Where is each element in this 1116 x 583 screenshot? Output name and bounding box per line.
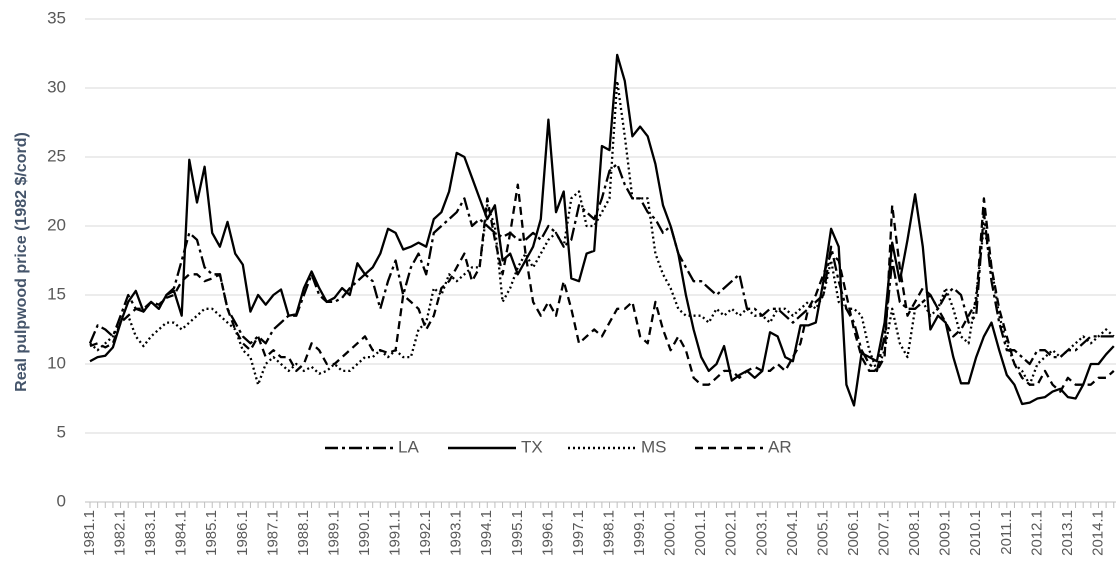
x-tick-label: 2012.1 <box>1028 510 1045 556</box>
legend-label: TX <box>521 437 543 456</box>
x-tick-label: 1982.1 <box>112 510 129 556</box>
x-tick-label: 1998.1 <box>600 510 617 556</box>
x-tick-label: 1983.1 <box>142 510 159 556</box>
x-tick-label: 1984.1 <box>173 510 190 556</box>
x-tick-label: 1989.1 <box>325 510 342 556</box>
y-tick-label: 10 <box>47 353 66 372</box>
x-tick-label: 2006.1 <box>845 510 862 556</box>
x-tick-label: 2003.1 <box>753 510 770 556</box>
x-tick-label: 1981.1 <box>81 510 98 556</box>
x-tick-label: 1990.1 <box>356 510 373 556</box>
series-line <box>88 162 1114 373</box>
series-line <box>89 53 1115 407</box>
x-tick-label: 2014.1 <box>1089 510 1106 556</box>
y-tick-label: 30 <box>47 77 66 96</box>
x-tick-label: 2010.1 <box>967 510 984 556</box>
x-tick-label: 2007.1 <box>876 510 893 556</box>
x-tick-label: 2005.1 <box>814 510 831 556</box>
x-tick-label: 1996.1 <box>539 510 556 556</box>
x-tick-label: 2002.1 <box>723 510 740 556</box>
legend-label: MS <box>641 437 667 456</box>
x-tick-label: 1999.1 <box>631 510 648 556</box>
y-tick-label: 25 <box>47 146 66 165</box>
x-tick-label: 1987.1 <box>264 510 281 556</box>
x-tick-label: 1995.1 <box>509 510 526 556</box>
y-tick-label: 0 <box>57 491 66 510</box>
x-tick-label: 2004.1 <box>784 510 801 556</box>
x-tick-label: 2008.1 <box>906 510 923 556</box>
x-tick-label: 1994.1 <box>478 510 495 556</box>
series-line <box>89 79 1115 386</box>
x-tick-label: 1988.1 <box>295 510 312 556</box>
x-tick-label: 2001.1 <box>692 510 709 556</box>
x-tick-label: 1997.1 <box>570 510 587 556</box>
y-tick-label: 35 <box>47 8 66 27</box>
x-tick-label: 2009.1 <box>937 510 954 556</box>
series-line <box>89 183 1115 393</box>
y-axis-title: Real pulpwood price (1982 $/cord) <box>13 132 30 392</box>
y-tick-label: 5 <box>57 422 66 441</box>
x-tick-label: 2013.1 <box>1059 510 1076 556</box>
x-tick-label: 1986.1 <box>234 510 251 556</box>
x-tick-label: 2011.1 <box>998 510 1015 555</box>
x-tick-label: 1985.1 <box>203 510 220 556</box>
x-tick-label: 1993.1 <box>448 510 465 556</box>
x-tick-label: 2000.1 <box>662 510 679 556</box>
y-tick-label: 15 <box>47 284 66 303</box>
y-tick-label: 20 <box>47 215 66 234</box>
legend-label: AR <box>768 437 792 456</box>
legend-label: LA <box>398 437 419 456</box>
x-tick-label: 1992.1 <box>417 510 434 556</box>
x-tick-label: 1991.1 <box>387 510 404 556</box>
